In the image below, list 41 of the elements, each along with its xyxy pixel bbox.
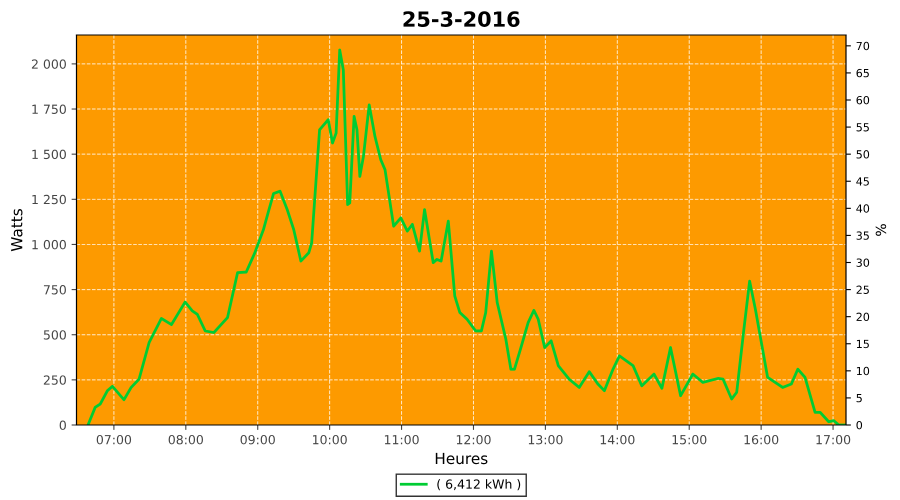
x-tick-label: 14:00	[600, 434, 634, 444]
y2-tick-label: 20	[856, 312, 870, 322]
x-tick-label: 09:00	[240, 434, 275, 444]
y-axis-title: Watts	[11, 209, 22, 252]
legend-label: ( 6,412 kWh )	[437, 479, 520, 490]
chart-title: 25-3-2016	[404, 11, 520, 27]
x-tick-label: 12:00	[456, 434, 491, 444]
y2-tick-label: 5	[856, 394, 862, 402]
y2-tick-label: 35	[856, 231, 869, 240]
x-tick-label: 17:00	[816, 434, 850, 444]
y2-tick-label: 45	[856, 177, 869, 186]
y2-tick-label: 55	[856, 123, 869, 132]
y2-axis-title: %	[876, 224, 886, 236]
y2-tick-label: 25	[856, 286, 869, 294]
y-tick-label: 1 250	[32, 194, 66, 204]
y-tick-label: 0	[60, 420, 66, 430]
y-tick-label: 750	[44, 285, 66, 295]
y2-tick-label: 15	[856, 340, 869, 348]
y2-tick-label: 60	[856, 96, 870, 104]
line-series	[86, 48, 846, 425]
x-tick-label: 07:00	[96, 434, 132, 444]
x-tick-label: 11:00	[384, 434, 419, 444]
y2-tick-label: 10	[856, 366, 870, 376]
y-tick-label: 1 000	[32, 240, 66, 250]
y-tick-label: 1 500	[32, 150, 66, 160]
y-tick-label: 1 750	[32, 104, 66, 114]
y-tick-label: 250	[44, 375, 66, 385]
x-axis-title: Heures	[436, 452, 488, 464]
y2-tick-label: 0	[856, 420, 862, 430]
y2-tick-label: 30	[856, 258, 870, 267]
x-tick-label: 13:00	[528, 434, 563, 444]
y2-tick-label: 50	[856, 150, 870, 159]
y-tick-label: 500	[44, 330, 66, 340]
y2-tick-label: 40	[856, 204, 870, 213]
x-tick-label: 08:00	[168, 434, 203, 444]
x-tick-label: 15:00	[672, 434, 706, 444]
y2-tick-label: 65	[856, 68, 869, 78]
x-tick-label: 10:00	[313, 434, 347, 444]
y-tick-label: 2 000	[32, 59, 66, 69]
y2-tick-label: 70	[856, 42, 870, 50]
x-tick-label: 16:00	[744, 434, 778, 444]
